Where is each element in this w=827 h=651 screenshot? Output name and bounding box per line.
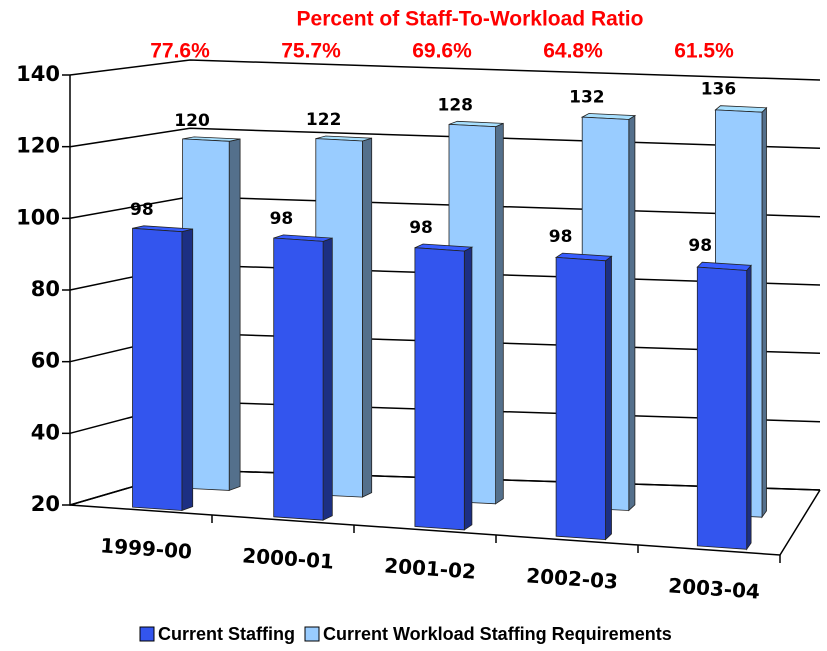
bar-side bbox=[628, 114, 636, 512]
annotation: 77.6% bbox=[150, 40, 210, 63]
bar-front bbox=[414, 247, 465, 531]
y-tick-label: 60 bbox=[31, 349, 60, 373]
legend-swatch bbox=[139, 626, 155, 642]
annotation: 64.8% bbox=[543, 40, 603, 63]
bar-side bbox=[605, 255, 612, 541]
y-tick-label: 40 bbox=[31, 420, 60, 444]
bar bbox=[273, 234, 333, 521]
data-label: 120 bbox=[174, 111, 210, 131]
annotation: 69.6% bbox=[412, 40, 472, 63]
x-tick-label: 2002-03 bbox=[525, 563, 618, 593]
y-tick-label: 120 bbox=[16, 134, 60, 158]
bar-front bbox=[273, 237, 324, 521]
y-tick-label: 80 bbox=[31, 277, 60, 301]
x-tick-label: 1999-00 bbox=[99, 533, 192, 563]
bar-front bbox=[696, 266, 748, 550]
bar bbox=[696, 261, 752, 551]
y-tick-label: 100 bbox=[16, 205, 60, 229]
bar-side bbox=[495, 122, 504, 505]
bar-side bbox=[228, 138, 241, 491]
legend-label: Current Workload Staffing Requirements bbox=[323, 624, 672, 644]
bar-side bbox=[322, 237, 333, 521]
chart-title: Percent of Staff-To-Workload Ratio bbox=[297, 8, 644, 31]
bar-front bbox=[132, 227, 183, 511]
bar-side bbox=[181, 228, 194, 512]
legend-label: Current Staffing bbox=[158, 624, 295, 644]
bar bbox=[554, 252, 613, 541]
axis-line bbox=[69, 75, 821, 556]
bar-front bbox=[555, 256, 606, 541]
bar-side bbox=[361, 137, 373, 498]
bar-side bbox=[761, 106, 767, 519]
bar bbox=[182, 136, 241, 491]
bar-side bbox=[463, 246, 473, 531]
bar-side bbox=[746, 264, 752, 551]
data-label: 98 bbox=[130, 200, 154, 220]
bar bbox=[414, 243, 474, 531]
annotation: 61.5% bbox=[674, 40, 734, 63]
y-tick-label: 140 bbox=[16, 62, 60, 86]
data-label: 122 bbox=[306, 110, 342, 130]
legend-swatch bbox=[304, 626, 320, 642]
y-tick-label: 20 bbox=[31, 492, 60, 516]
data-label: 128 bbox=[438, 95, 474, 115]
data-label: 98 bbox=[688, 236, 712, 256]
grid-line bbox=[69, 59, 821, 81]
data-label: 132 bbox=[569, 87, 605, 107]
x-tick-label: 2001-02 bbox=[383, 553, 476, 583]
x-tick-label: 2003-04 bbox=[667, 573, 760, 603]
bar bbox=[132, 225, 194, 512]
data-label: 98 bbox=[549, 227, 573, 247]
data-label: 98 bbox=[409, 218, 433, 238]
data-label: 136 bbox=[701, 80, 737, 100]
x-tick-label: 2000-01 bbox=[241, 543, 334, 573]
annotation: 75.7% bbox=[281, 40, 341, 63]
data-label: 98 bbox=[270, 209, 294, 229]
